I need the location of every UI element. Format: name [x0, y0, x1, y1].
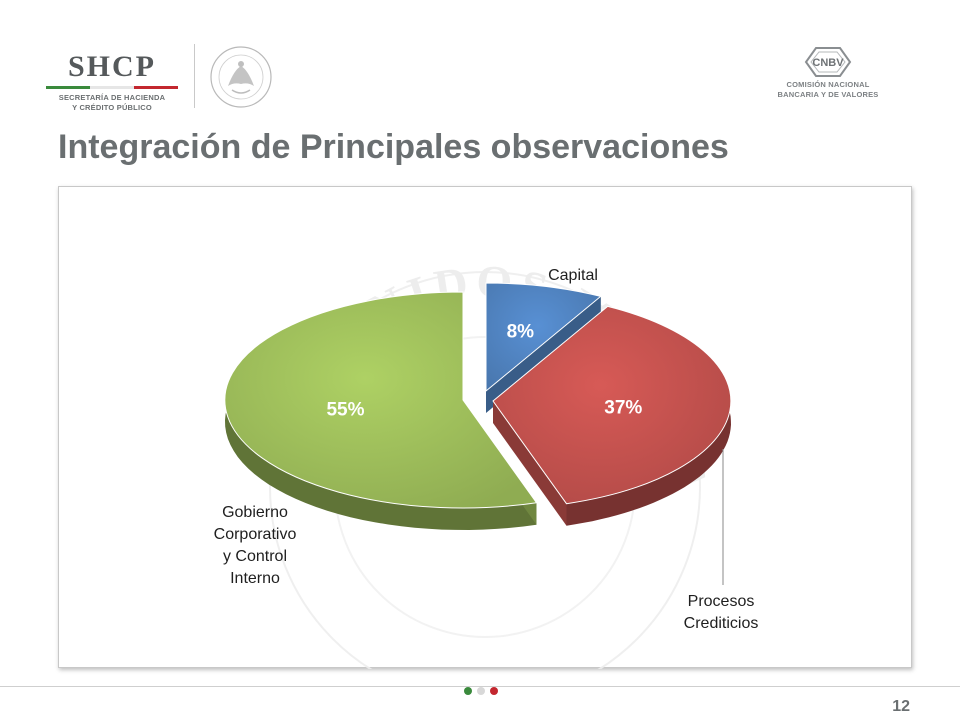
- header: SHCP SECRETARÍA DE HACIENDA Y CRÉDITO PÚ…: [0, 0, 960, 130]
- pie-slice-procesos: [492, 305, 732, 505]
- cnbv-logo: CNBV: [804, 47, 852, 77]
- footer-flag-dots-icon: [464, 687, 498, 695]
- logo-divider: [194, 44, 195, 108]
- footer-divider: [0, 686, 960, 687]
- category-label-gobierno-line: Interno: [230, 570, 280, 587]
- category-label-procesos-line: Crediticios: [684, 615, 759, 632]
- shcp-logo: SHCP SECRETARÍA DE HACIENDA Y CRÉDITO PÚ…: [46, 50, 178, 112]
- shcp-name-line2: Y CRÉDITO PÚBLICO: [72, 103, 152, 112]
- data-label-procesos: 37%: [604, 398, 642, 419]
- category-label-capital-line: Capital: [548, 267, 598, 284]
- pie-chart: ESTADOS UNIDOS MEXICANOS 8%37%55%Capital…: [59, 187, 759, 669]
- pie-slice-gobierno: [224, 291, 538, 509]
- shcp-abbreviation: SHCP: [67, 50, 156, 83]
- page-number: 12: [892, 698, 910, 715]
- data-label-gobierno: 55%: [326, 399, 364, 420]
- national-seal-icon: [210, 46, 272, 108]
- category-label-gobierno-line: Gobierno: [222, 504, 288, 521]
- category-label-capital: Capital: [548, 267, 598, 284]
- pie-slice-wall-procesos-1: [493, 401, 567, 526]
- data-label-capital: 8%: [507, 321, 535, 342]
- category-label-procesos: Procesos Crediticios: [684, 593, 759, 632]
- page-title: Integración de Principales observaciones: [58, 128, 729, 166]
- category-label-gobierno: Gobierno Corporativo y Control Interno: [214, 504, 297, 587]
- cnbv-abbreviation: CNBV: [812, 57, 844, 69]
- chart-frame: ESTADOS UNIDOS MEXICANOS 8%37%55%Capital…: [58, 186, 912, 669]
- shcp-flag-rule: [46, 86, 178, 89]
- category-label-gobierno-line: y Control: [223, 548, 287, 565]
- cnbv-name-line1: COMISIÓN NACIONAL: [786, 80, 870, 89]
- category-label-procesos-line: Procesos: [688, 593, 755, 610]
- pie-slice-capital: [485, 282, 602, 393]
- cnbv-name-line2: BANCARIA Y DE VALORES: [777, 90, 879, 99]
- shcp-name-line1: SECRETARÍA DE HACIENDA: [58, 93, 166, 102]
- category-label-gobierno-line: Corporativo: [214, 526, 297, 543]
